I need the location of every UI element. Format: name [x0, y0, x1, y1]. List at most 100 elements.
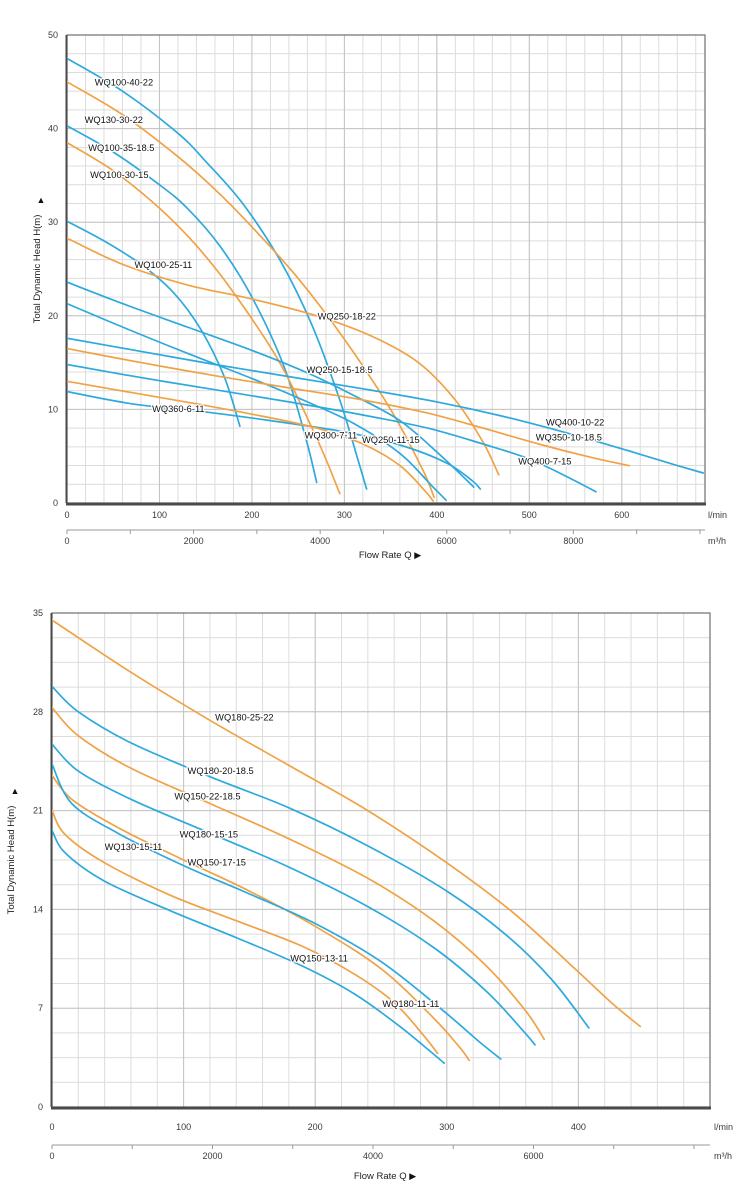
- curve-labels: WQ180-25-22 WQ180-20-18.5 WQ150-22-18.5 WQ1…: [103, 711, 440, 1010]
- curve-label-WQ100-40-22: WQ100-40-22: [95, 78, 153, 88]
- curve-WQ150-22-18.5: [52, 706, 546, 1041]
- y-tick-10: 10: [48, 404, 58, 414]
- x-axis-title: Flow Rate Q ▶: [354, 1171, 416, 1182]
- curve-label-WQ180-11-11: WQ180-11-11: [382, 999, 439, 1009]
- curve-WQ180-25-22: [52, 619, 642, 1028]
- x2-tick-2000: 2000: [184, 536, 204, 546]
- curve-WQ400-7-15: [67, 363, 597, 493]
- pump-curve-chart-1: WQ100-40-22 WQ130-30-22 WQ100-35-18.5 WQ100…: [0, 0, 750, 588]
- curve-WQ100-40-22: [67, 57, 368, 490]
- y-tick-0: 0: [38, 1102, 43, 1112]
- x2-tick-0: 0: [49, 1151, 54, 1161]
- x2-tick-6000: 6000: [523, 1151, 543, 1161]
- x-tick-200: 200: [308, 1122, 323, 1132]
- x2-tick-0: 0: [64, 536, 69, 546]
- curve-WQ130-15-11: [52, 774, 471, 1062]
- x-tick-300: 300: [439, 1122, 454, 1132]
- y-tick-30: 30: [48, 217, 58, 227]
- curve-label-WQ350-10-18.5: WQ350-10-18.5: [536, 432, 602, 442]
- curves: [67, 57, 705, 502]
- x2-tick-4000: 4000: [310, 536, 330, 546]
- y-tick-0: 0: [53, 498, 58, 508]
- x-tick-100: 100: [176, 1122, 191, 1132]
- y-tick-14: 14: [33, 904, 43, 914]
- x-axis-title: Flow Rate Q ▶: [359, 550, 421, 561]
- x-axis-title-text: Flow Rate Q ▶: [359, 550, 421, 561]
- curve-label-WQ180-15-15: WQ180-15-15: [180, 829, 238, 839]
- x-axis-primary: 0 100 200 300 400 l/min: [49, 1122, 733, 1132]
- curve-label-WQ400-10-22: WQ400-10-22: [546, 417, 604, 427]
- y-tick-40: 40: [48, 124, 58, 134]
- x-tick-100: 100: [152, 510, 167, 520]
- y-axis-title: Total Dynamic Head H(m) ▲: [6, 786, 19, 914]
- curve-WQ180-15-15: [52, 743, 536, 1046]
- x2-tick-6000: 6000: [437, 536, 457, 546]
- curve-label-WQ250-11-15: WQ250-11-15: [362, 435, 420, 445]
- x-axis-unit-m3h: m³/h: [708, 536, 726, 546]
- curve-WQ300-7-11: [67, 380, 435, 502]
- y-tick-50: 50: [48, 30, 58, 40]
- x-tick-400: 400: [571, 1122, 586, 1132]
- y-axis-title: Total Dynamic Head H(m) ▲: [32, 195, 45, 323]
- curve-WQ150-13-11: [52, 809, 439, 1055]
- curve-label-WQ100-25-11: WQ100-25-11: [134, 260, 192, 270]
- x-axis-unit-lmin: l/min: [714, 1122, 733, 1132]
- y-tick-21: 21: [33, 806, 43, 816]
- x-axis-unit-lmin: l/min: [708, 510, 727, 520]
- pump-curve-chart-2: WQ180-25-22 WQ180-20-18.5 WQ150-22-18.5 WQ1…: [0, 588, 750, 1200]
- curve-WQ360-6-11: [67, 390, 482, 490]
- curve-WQ250-15-18.5: [67, 281, 475, 488]
- x-axis-secondary: 0 2000 4000 6000 m³/h: [49, 1144, 732, 1161]
- curve-WQ250-11-15: [67, 302, 447, 502]
- curve-label-WQ130-30-22: WQ130-30-22: [85, 115, 143, 125]
- chart-2-canvas: WQ180-25-22 WQ180-20-18.5 WQ150-22-18.5 WQ1…: [6, 608, 733, 1182]
- curve-WQ130-30-22: [67, 80, 435, 499]
- curve-label-WQ150-22-18.5: WQ150-22-18.5: [174, 791, 240, 801]
- curve-WQ180-11-11: [52, 829, 446, 1065]
- y-tick-7: 7: [38, 1003, 43, 1013]
- curve-WQ350-10-18.5: [67, 347, 631, 467]
- curve-WQ180-20-18.5: [52, 685, 590, 1029]
- curve-label-WQ150-17-15: WQ150-17-15: [188, 858, 246, 868]
- curve-labels: WQ100-40-22 WQ130-30-22 WQ100-35-18.5 WQ100…: [83, 76, 605, 468]
- curve-WQ250-18-22: [67, 237, 500, 476]
- curve-label-WQ130-15-11: WQ130-15-11: [105, 842, 163, 852]
- plot-border: [65, 34, 706, 506]
- curve-label-WQ360-6-11: WQ360-6-11: [152, 404, 205, 414]
- x-axis-title-text: Flow Rate Q ▶: [354, 1171, 416, 1182]
- curve-label-WQ250-15-18.5: WQ250-15-18.5: [306, 365, 372, 375]
- x-tick-500: 500: [522, 510, 537, 520]
- x-tick-200: 200: [244, 510, 259, 520]
- curve-WQ150-17-15: [52, 763, 502, 1060]
- x-tick-300: 300: [337, 510, 352, 520]
- x-axis-secondary: 0 2000 4000 6000 8000 m³/h: [64, 529, 726, 546]
- x-axis-unit-m3h: m³/h: [714, 1151, 732, 1161]
- y-axis-up-arrow-icon: ▲: [11, 786, 20, 796]
- curve-WQ400-10-22: [67, 337, 705, 474]
- x-tick-0: 0: [64, 510, 69, 520]
- x-tick-600: 600: [614, 510, 629, 520]
- x2-tick-4000: 4000: [363, 1151, 383, 1161]
- y-axis-title-text: Total Dynamic Head H(m): [32, 215, 43, 324]
- curve-label-WQ400-7-15: WQ400-7-15: [518, 457, 571, 467]
- grid: [52, 613, 710, 1107]
- curve-label-WQ150-13-11: WQ150-13-11: [290, 954, 348, 964]
- y-tick-20: 20: [48, 311, 58, 321]
- y-axis-ticks: 0 10 20 30 40 50: [48, 30, 58, 508]
- curve-label-WQ180-20-18.5: WQ180-20-18.5: [188, 766, 254, 776]
- chart-1-canvas: WQ100-40-22 WQ130-30-22 WQ100-35-18.5 WQ100…: [32, 30, 727, 561]
- x2-tick-8000: 8000: [563, 536, 583, 546]
- curve-WQ100-25-11: [67, 220, 241, 428]
- y-tick-35: 35: [33, 608, 43, 618]
- curve-label-WQ300-7-11: WQ300-7-11: [305, 430, 358, 440]
- x-axis-primary: 0 100 200 300 400 500 600 l/min: [64, 510, 727, 520]
- curve-label-WQ100-30-15: WQ100-30-15: [90, 170, 148, 180]
- y-tick-28: 28: [33, 707, 43, 717]
- curve-label-WQ180-25-22: WQ180-25-22: [215, 712, 273, 722]
- curves: [52, 619, 642, 1065]
- y-axis-up-arrow-icon: ▲: [37, 195, 46, 205]
- plot-border: [50, 612, 711, 1110]
- curve-label-WQ100-35-18.5: WQ100-35-18.5: [88, 143, 154, 153]
- curve-label-WQ250-18-22: WQ250-18-22: [318, 312, 376, 322]
- grid: [67, 35, 705, 503]
